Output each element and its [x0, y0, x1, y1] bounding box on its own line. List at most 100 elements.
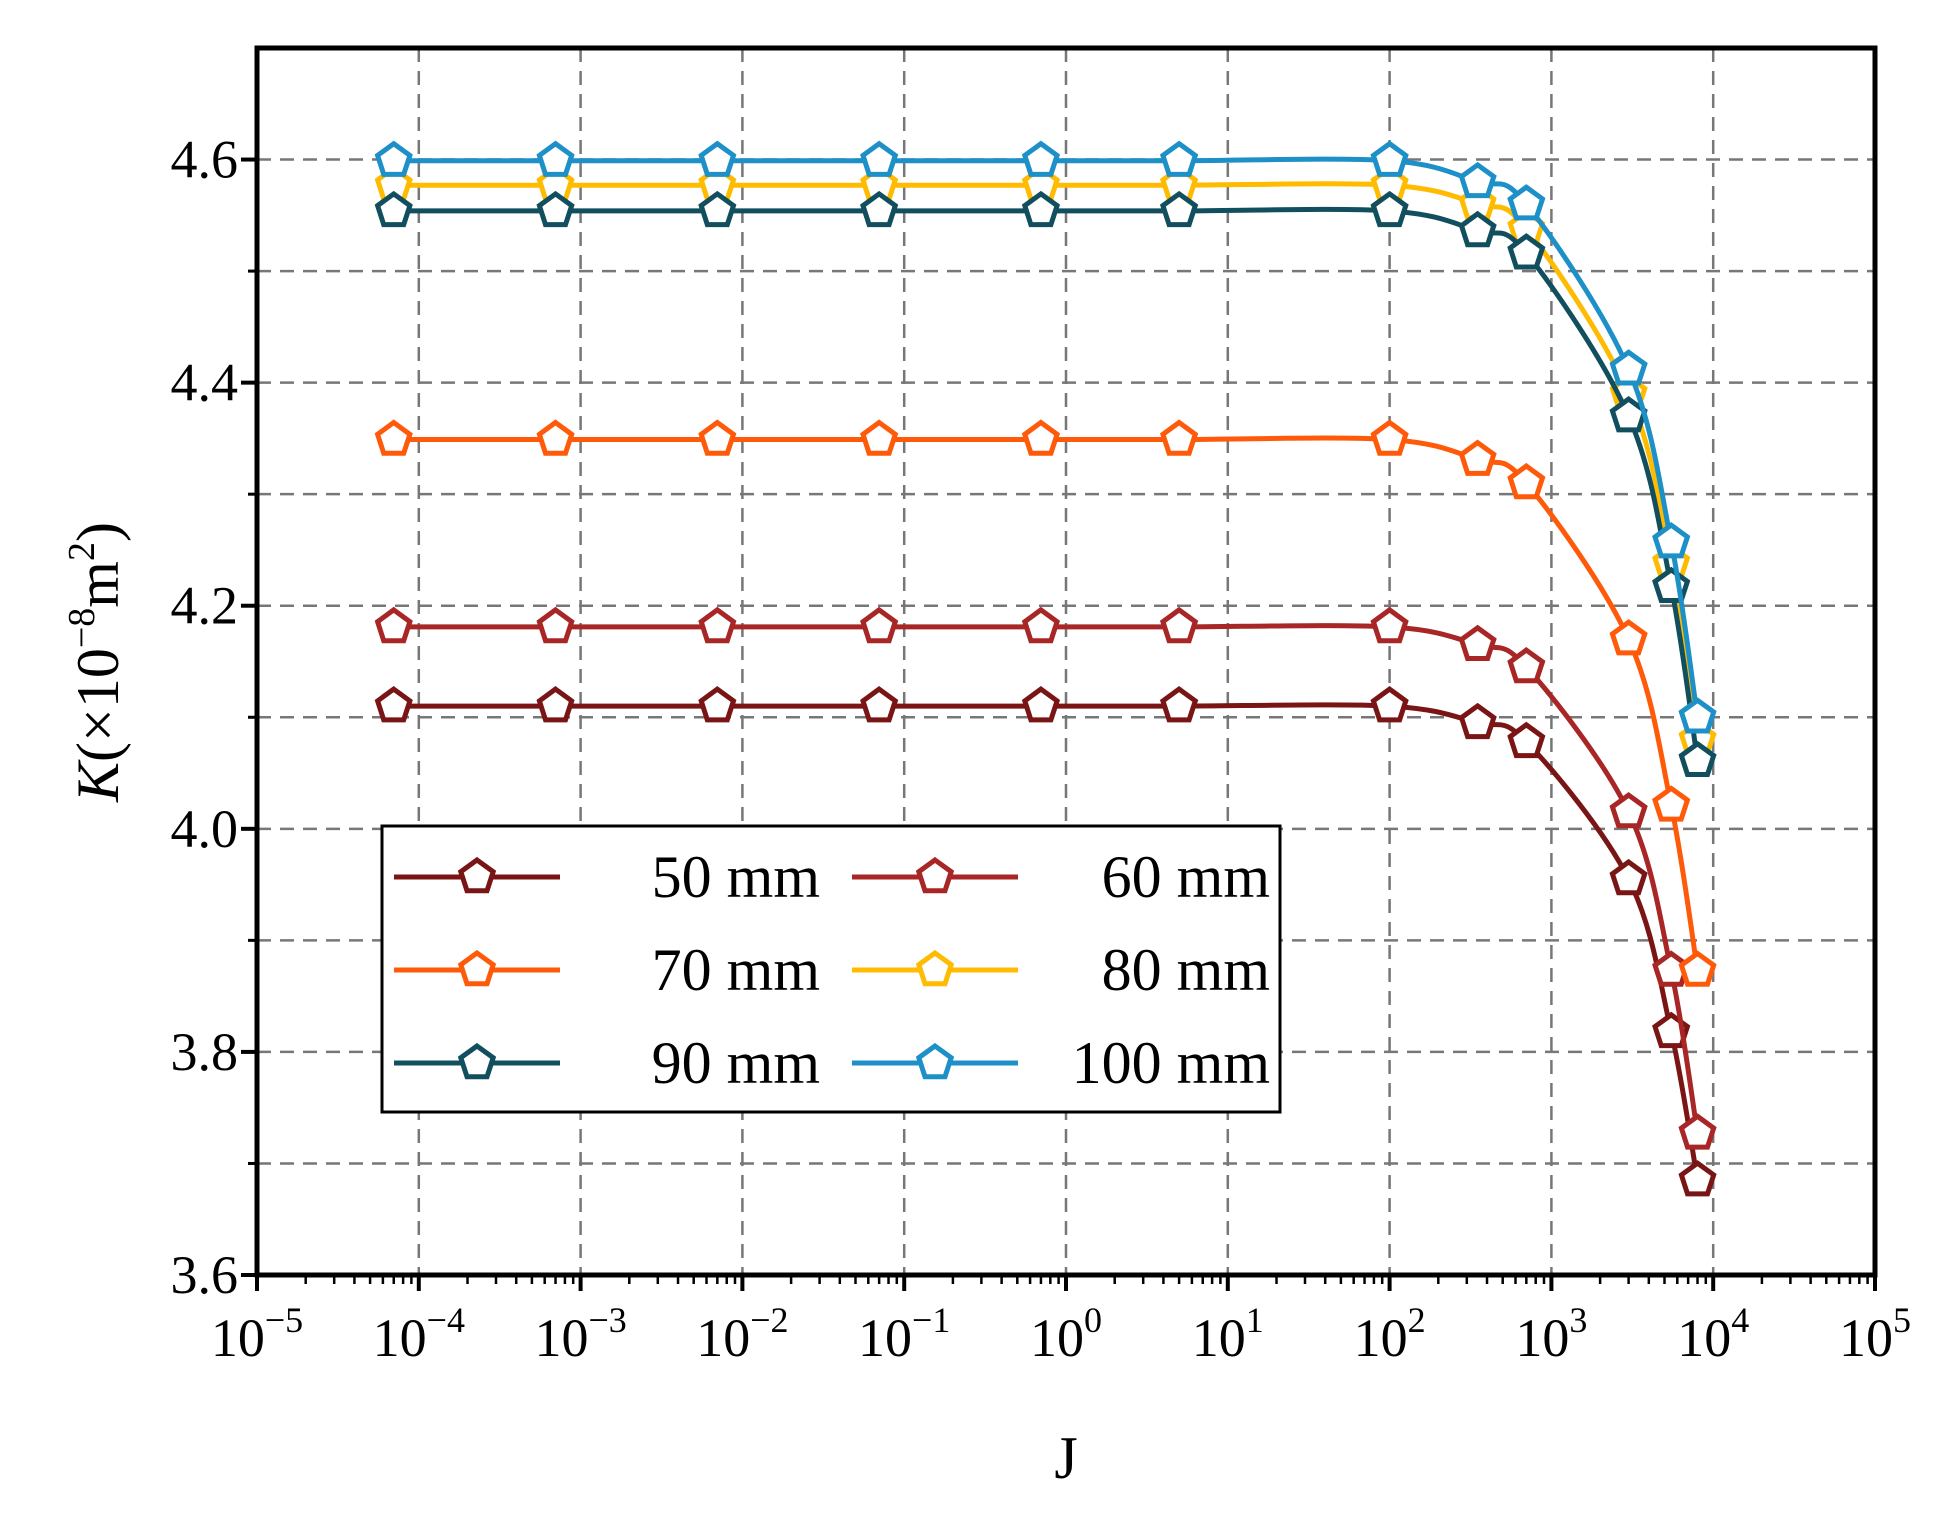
- y-axis-unit-m: m: [65, 561, 131, 608]
- x-tick-exponent: −1: [912, 1300, 950, 1340]
- series-line: [393, 206, 1700, 762]
- series-line: [393, 623, 1700, 1134]
- data-point-marker: [1507, 184, 1546, 221]
- x-tick-exponent: −5: [265, 1300, 303, 1340]
- legend-item: 80 mm: [852, 937, 1270, 1003]
- legend-item: 60 mm: [852, 844, 1270, 910]
- data-point-marker: [1609, 792, 1648, 829]
- data-point-marker: [1678, 740, 1717, 777]
- x-tick-base: 10: [1677, 1308, 1731, 1368]
- y-tick-label: 4.0: [171, 799, 239, 859]
- series-line: [393, 181, 1700, 740]
- y-tick-label: 3.8: [171, 1022, 239, 1082]
- data-point-marker: [1159, 419, 1199, 456]
- x-tick-base: 10: [534, 1308, 588, 1368]
- data-point-marker: [1609, 858, 1648, 896]
- data-point-marker: [1021, 606, 1061, 644]
- legend-label: 80 mm: [1102, 937, 1270, 1003]
- x-tick-exponent: 4: [1731, 1300, 1749, 1340]
- x-tick-exponent: 1: [1246, 1300, 1264, 1340]
- x-tick-label: 10−4: [373, 1300, 465, 1368]
- x-tick-exponent: −4: [427, 1300, 465, 1340]
- x-tick-label: 104: [1677, 1300, 1749, 1368]
- x-tick-base: 10: [858, 1308, 912, 1368]
- data-point-marker: [1458, 161, 1497, 199]
- x-tick-label: 10−5: [211, 1300, 303, 1368]
- data-point-marker: [1678, 1160, 1717, 1197]
- y-axis-unit-open: (×10: [65, 648, 131, 762]
- y-tick-label: 4.4: [171, 353, 239, 413]
- data-point-marker: [698, 606, 737, 644]
- plot-frame: [254, 45, 1878, 1278]
- x-tick-base: 10: [1354, 1308, 1408, 1368]
- data-point-marker: [698, 419, 737, 456]
- y-axis-exponent-2: 2: [61, 542, 103, 561]
- x-tick-label: 10−3: [534, 1300, 626, 1368]
- legend-marker: [915, 1042, 955, 1080]
- data-point-marker: [536, 686, 575, 723]
- data-point-marker: [1159, 606, 1199, 644]
- data-point-marker: [1370, 140, 1409, 177]
- data-point-marker: [698, 140, 737, 177]
- x-tick-label: 102: [1354, 1300, 1426, 1368]
- data-point-marker: [1370, 606, 1409, 644]
- x-tick-base: 10: [1030, 1308, 1084, 1368]
- data-point-marker: [1370, 190, 1409, 228]
- data-point-marker: [860, 686, 899, 723]
- data-point-marker: [1021, 686, 1061, 723]
- data-point-marker: [1370, 419, 1409, 456]
- legend-label: 90 mm: [652, 1030, 820, 1096]
- data-point-marker: [860, 419, 899, 456]
- data-point-marker: [536, 606, 575, 644]
- series-line: [393, 702, 1700, 1181]
- data-point-marker: [1021, 419, 1061, 456]
- data-point-marker: [374, 140, 413, 177]
- x-axis-title: J: [1054, 1425, 1077, 1491]
- x-tick-label: 10−1: [858, 1300, 950, 1368]
- x-tick-label: 103: [1515, 1300, 1587, 1368]
- data-point-marker: [1159, 140, 1199, 177]
- data-point-marker: [1021, 190, 1061, 228]
- legend-marker: [457, 949, 497, 987]
- legend-marker: [457, 856, 497, 894]
- series-50-mm: [374, 686, 1717, 1197]
- x-tick-label: 101: [1192, 1300, 1264, 1368]
- x-tick-base: 10: [211, 1308, 265, 1368]
- y-axis-exponent: −8: [61, 608, 103, 648]
- data-point-marker: [860, 190, 899, 228]
- data-point-marker: [860, 606, 899, 644]
- data-point-marker: [536, 190, 575, 228]
- x-tick-base: 10: [373, 1308, 427, 1368]
- series-90-mm: [374, 190, 1717, 777]
- data-point-marker: [1507, 233, 1546, 270]
- legend-marker: [915, 949, 955, 987]
- legend-item: 70 mm: [394, 937, 820, 1003]
- x-tick-exponent: 5: [1893, 1300, 1911, 1340]
- x-tick-base: 10: [696, 1308, 750, 1368]
- data-point-marker: [1458, 210, 1497, 248]
- x-tick-label: 105: [1839, 1300, 1911, 1368]
- data-point-marker: [1159, 686, 1199, 723]
- y-axis-symbol: K: [65, 759, 131, 803]
- x-tick-exponent: −3: [588, 1300, 626, 1340]
- x-tick-exponent: 2: [1408, 1300, 1426, 1340]
- series-100-mm: [374, 140, 1717, 734]
- legend-label: 50 mm: [652, 844, 820, 910]
- series-70-mm: [374, 419, 1717, 987]
- data-point-marker: [1678, 950, 1717, 987]
- legend-label: 100 mm: [1072, 1030, 1270, 1096]
- data-point-marker: [1159, 190, 1199, 228]
- data-point-marker: [1678, 697, 1717, 734]
- data-point-marker: [536, 140, 575, 177]
- data-point-marker: [1507, 462, 1546, 500]
- x-tick-base: 10: [1515, 1308, 1569, 1368]
- data-point-marker: [536, 419, 575, 456]
- x-tick-exponent: 0: [1084, 1300, 1102, 1340]
- y-tick-label: 4.6: [171, 130, 239, 190]
- data-point-marker: [1458, 439, 1497, 476]
- y-axis-unit-close: ): [65, 522, 131, 542]
- data-point-marker: [1507, 721, 1546, 759]
- data-point-marker: [698, 686, 737, 723]
- legend-label: 60 mm: [1102, 844, 1270, 910]
- data-point-marker: [1609, 349, 1648, 386]
